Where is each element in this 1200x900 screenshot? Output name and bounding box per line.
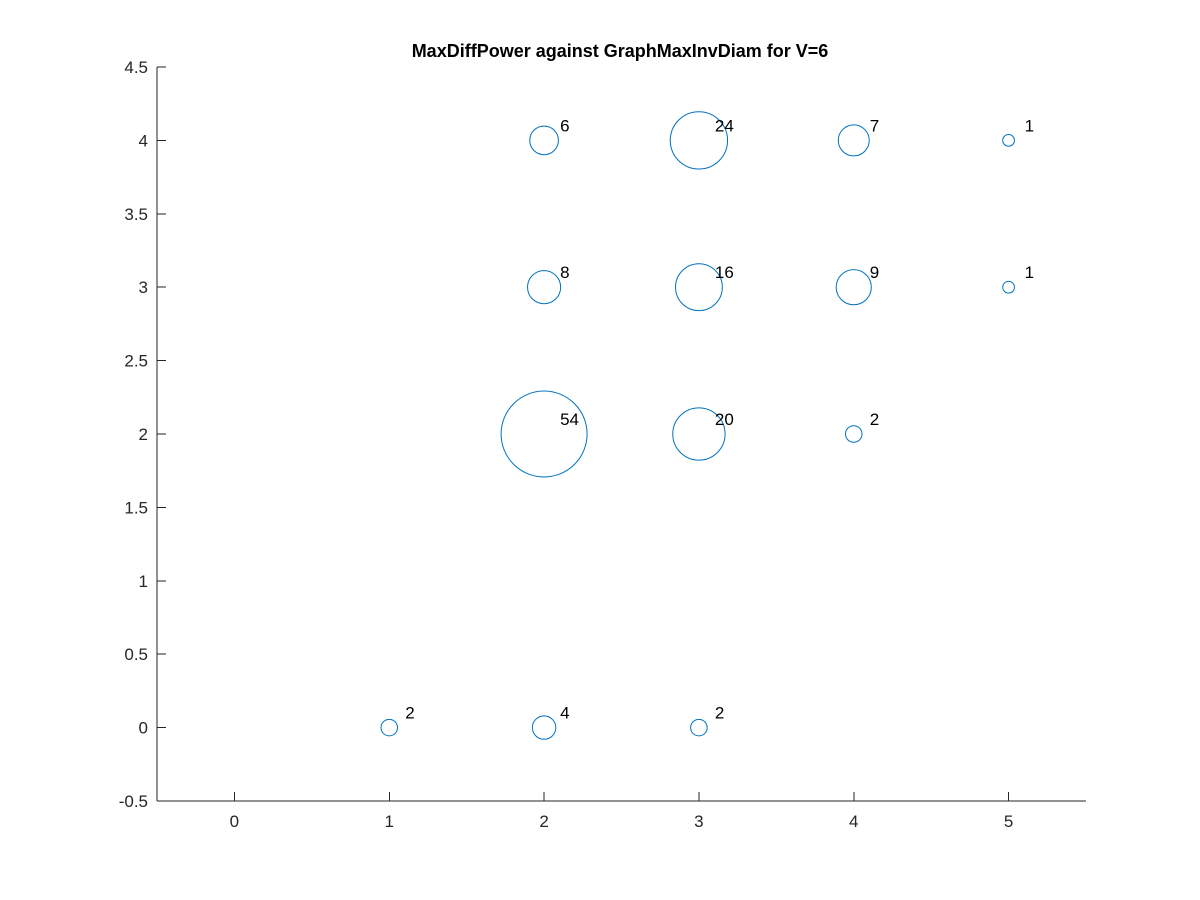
x-tick-label: 0 [230,812,239,831]
data-point-label: 1 [1025,263,1034,282]
data-labels: 2 4 254 20 28 16 9 16 24 7 1 [405,116,1034,722]
x-tick-label: 1 [385,812,394,831]
y-tick-label: 3.5 [124,205,148,224]
y-tick-label: 3 [139,278,148,297]
ticks: 0 1 2 3 4 5 -0.5 0 0.5 1 1.5 2 2.5 3 3.5 4 4.5 [119,58,1014,831]
data-point-label: 2 [405,704,414,723]
y-tick-label: -0.5 [119,792,148,811]
data-point-label: 9 [870,263,879,282]
data-point-bubble [531,715,557,740]
data-point-bubble [837,124,870,157]
data-point-bubble [1002,280,1015,294]
data-point-label: 24 [715,116,734,135]
data-point-label: 7 [870,116,879,135]
x-tick-label: 4 [849,812,858,831]
data-point-label: 16 [715,263,734,282]
data-point-label: 2 [715,704,724,723]
data-point-label: 2 [870,410,879,429]
data-point-label: 20 [715,410,734,429]
y-tick-label: 2 [139,425,148,444]
bubbles [380,111,1015,740]
data-point-label: 6 [560,116,569,135]
data-point-label: 8 [560,263,569,282]
chart-title: MaxDiffPower against GraphMaxInvDiam for… [412,41,829,61]
data-point-bubble [529,125,559,156]
axes [156,67,1086,802]
y-tick-label: 0 [139,719,148,738]
y-tick-label: 0.5 [124,645,148,664]
x-tick-label: 3 [694,812,703,831]
data-point-bubble [380,718,399,737]
data-point-bubble [672,407,726,461]
x-tick-label: 2 [539,812,548,831]
data-point-bubble [844,425,863,443]
y-tick-label: 1.5 [124,498,148,517]
data-point-label: 1 [1025,116,1034,135]
y-tick-label: 2.5 [124,352,148,371]
data-point-bubble [669,111,729,170]
data-point-label: 54 [560,410,579,429]
x-tick-label: 5 [1004,812,1013,831]
data-point-bubble [690,718,708,737]
data-point-label: 4 [560,704,569,723]
y-tick-label: 1 [139,572,148,591]
data-point-bubble [500,390,588,478]
data-point-bubble [835,269,872,306]
data-point-bubble [527,270,562,305]
y-tick-label: 4 [139,131,148,150]
y-tick-label: 4.5 [124,58,148,77]
data-point-bubble [675,263,723,312]
data-point-bubble [1002,134,1015,147]
